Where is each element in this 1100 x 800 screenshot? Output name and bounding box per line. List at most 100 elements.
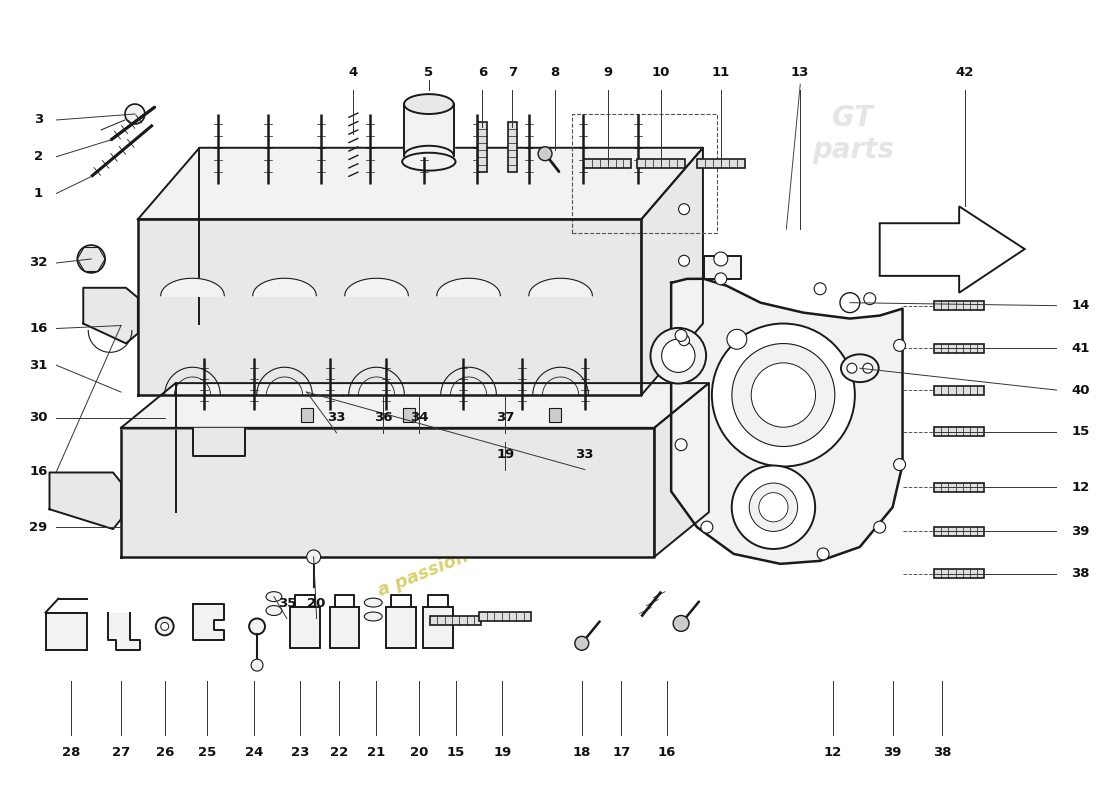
Text: 23: 23 bbox=[290, 746, 309, 759]
Polygon shape bbox=[161, 278, 224, 296]
Circle shape bbox=[840, 293, 860, 313]
Polygon shape bbox=[697, 159, 745, 168]
Text: 21: 21 bbox=[367, 746, 385, 759]
Circle shape bbox=[538, 146, 552, 161]
Text: 4: 4 bbox=[349, 66, 358, 78]
Circle shape bbox=[679, 204, 690, 214]
Bar bbox=[289, 606, 320, 648]
Ellipse shape bbox=[842, 354, 879, 382]
Text: 27: 27 bbox=[112, 746, 130, 759]
Polygon shape bbox=[934, 427, 984, 436]
Text: 35: 35 bbox=[277, 597, 296, 610]
Polygon shape bbox=[880, 206, 1025, 293]
Polygon shape bbox=[671, 279, 902, 564]
Circle shape bbox=[749, 483, 798, 531]
Text: 38: 38 bbox=[933, 746, 952, 759]
Text: 26: 26 bbox=[155, 746, 174, 759]
Text: 32: 32 bbox=[30, 257, 47, 270]
Polygon shape bbox=[637, 159, 685, 168]
Text: a passion for parts since 1985: a passion for parts since 1985 bbox=[375, 468, 666, 600]
Circle shape bbox=[817, 548, 829, 560]
Polygon shape bbox=[704, 256, 740, 279]
Polygon shape bbox=[108, 613, 140, 650]
Text: 8: 8 bbox=[550, 66, 560, 78]
Ellipse shape bbox=[364, 598, 382, 607]
Text: 15: 15 bbox=[447, 746, 465, 759]
Text: 16: 16 bbox=[30, 465, 47, 478]
Text: 19: 19 bbox=[493, 746, 512, 759]
Polygon shape bbox=[50, 473, 121, 529]
Circle shape bbox=[161, 622, 168, 630]
Bar bbox=[403, 408, 415, 422]
Polygon shape bbox=[934, 526, 984, 535]
Polygon shape bbox=[437, 278, 501, 296]
Text: 39: 39 bbox=[883, 746, 902, 759]
Circle shape bbox=[675, 330, 688, 342]
Polygon shape bbox=[934, 386, 984, 394]
Bar bbox=[300, 408, 312, 422]
Circle shape bbox=[575, 636, 589, 650]
Polygon shape bbox=[480, 612, 531, 621]
Polygon shape bbox=[84, 288, 138, 343]
Text: 29: 29 bbox=[30, 521, 47, 534]
Circle shape bbox=[77, 245, 106, 273]
Text: 40: 40 bbox=[1071, 383, 1090, 397]
Circle shape bbox=[156, 618, 174, 635]
Text: 39: 39 bbox=[1071, 525, 1090, 538]
Text: 2: 2 bbox=[34, 150, 43, 163]
Text: 6: 6 bbox=[477, 66, 487, 78]
Text: 7: 7 bbox=[508, 66, 517, 78]
Text: 25: 25 bbox=[198, 746, 217, 759]
Circle shape bbox=[650, 328, 706, 383]
Polygon shape bbox=[344, 278, 408, 296]
Ellipse shape bbox=[364, 612, 382, 621]
Polygon shape bbox=[121, 428, 654, 557]
Text: 33: 33 bbox=[575, 448, 594, 461]
Polygon shape bbox=[121, 428, 245, 456]
Circle shape bbox=[893, 458, 905, 470]
Circle shape bbox=[727, 330, 747, 349]
Text: GT
parts: GT parts bbox=[812, 104, 894, 164]
Circle shape bbox=[701, 521, 713, 533]
Circle shape bbox=[732, 466, 815, 549]
Circle shape bbox=[862, 363, 872, 373]
Circle shape bbox=[675, 438, 688, 450]
Text: 30: 30 bbox=[30, 411, 47, 424]
Polygon shape bbox=[138, 219, 641, 395]
Text: 16: 16 bbox=[658, 746, 676, 759]
Text: 3: 3 bbox=[34, 114, 43, 126]
Bar bbox=[422, 606, 453, 648]
Polygon shape bbox=[430, 616, 482, 625]
Polygon shape bbox=[192, 603, 224, 640]
Polygon shape bbox=[934, 301, 984, 310]
Circle shape bbox=[759, 493, 788, 522]
Text: 15: 15 bbox=[1071, 426, 1090, 438]
Circle shape bbox=[712, 323, 855, 466]
Text: 22: 22 bbox=[330, 746, 349, 759]
Text: 34: 34 bbox=[409, 411, 428, 424]
Polygon shape bbox=[508, 122, 517, 171]
Circle shape bbox=[661, 339, 695, 372]
Bar bbox=[45, 613, 87, 650]
Polygon shape bbox=[478, 122, 487, 171]
Polygon shape bbox=[934, 344, 984, 353]
Circle shape bbox=[847, 363, 857, 373]
Circle shape bbox=[715, 273, 727, 285]
Polygon shape bbox=[584, 159, 631, 168]
Polygon shape bbox=[138, 148, 703, 219]
Circle shape bbox=[814, 283, 826, 294]
Text: 42: 42 bbox=[956, 66, 975, 78]
Circle shape bbox=[679, 334, 690, 346]
Text: 11: 11 bbox=[712, 66, 730, 78]
Text: 20: 20 bbox=[307, 597, 326, 610]
Polygon shape bbox=[934, 483, 984, 492]
Text: 17: 17 bbox=[613, 746, 630, 759]
Polygon shape bbox=[654, 383, 708, 557]
Circle shape bbox=[751, 363, 815, 427]
Text: 19: 19 bbox=[496, 448, 515, 461]
Circle shape bbox=[307, 550, 320, 564]
Text: 16: 16 bbox=[30, 322, 47, 335]
Circle shape bbox=[679, 255, 690, 266]
Text: 31: 31 bbox=[30, 358, 47, 372]
Text: 28: 28 bbox=[63, 746, 80, 759]
